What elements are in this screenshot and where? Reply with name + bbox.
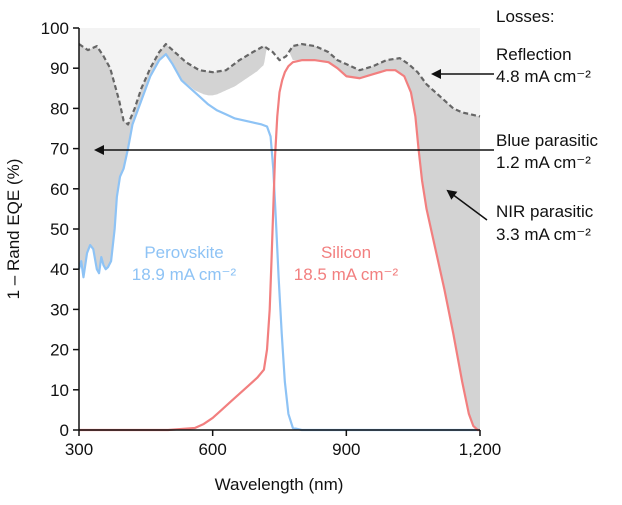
x-tick-label-300: 300 <box>65 440 93 459</box>
series-line-perovskite <box>77 53 480 432</box>
series-line-1-r-total <box>78 42 481 126</box>
y-tick-label-90: 90 <box>50 59 69 78</box>
y-ticks: 0 10 20 30 40 50 60 70 80 90 100 <box>41 19 79 440</box>
y-tick-label-70: 70 <box>50 140 69 159</box>
perovskite-value: 18.9 mA cm⁻² <box>132 265 237 284</box>
y-tick-label-30: 30 <box>50 300 69 319</box>
y-tick-label-0: 0 <box>60 421 69 440</box>
y-axis-title: 1 – Rand EQE (%) <box>4 159 23 300</box>
blue-parasitic-value: 1.2 mA cm⁻² <box>496 153 591 172</box>
x-tick-label-600: 600 <box>198 440 226 459</box>
nir-parasitic-value: 3.3 mA cm⁻² <box>496 225 591 244</box>
series-lines <box>77 42 481 432</box>
y-tick-label-20: 20 <box>50 341 69 360</box>
reflection-value: 4.8 mA cm⁻² <box>496 67 591 86</box>
reflection-area <box>79 28 480 125</box>
y-tick-label-50: 50 <box>50 220 69 239</box>
reflection-label: Reflection <box>496 45 572 64</box>
nir-parasitic-label: NIR parasitic <box>496 202 594 221</box>
perovskite-label: Perovskite <box>144 243 223 262</box>
silicon-label: Silicon <box>321 243 371 262</box>
blue-parasitic-label: Blue parasitic <box>496 131 599 150</box>
silicon-value: 18.5 mA cm⁻² <box>294 265 399 284</box>
y-tick-label-10: 10 <box>50 381 69 400</box>
y-tick-label-40: 40 <box>50 260 69 279</box>
series-line-silicon <box>79 59 480 432</box>
x-ticks: 300 600 900 1,200 <box>65 430 501 459</box>
losses-heading: Losses: <box>496 7 555 26</box>
x-tick-label-900: 900 <box>332 440 360 459</box>
nir-parasitic-arrow <box>446 189 488 221</box>
loss-fills <box>79 28 480 430</box>
y-tick-label-80: 80 <box>50 99 69 118</box>
y-tick-label-60: 60 <box>50 180 69 199</box>
x-axis-title: Wavelength (nm) <box>215 475 344 494</box>
x-tick-label-1200: 1,200 <box>459 440 502 459</box>
y-tick-label-100: 100 <box>41 19 69 38</box>
